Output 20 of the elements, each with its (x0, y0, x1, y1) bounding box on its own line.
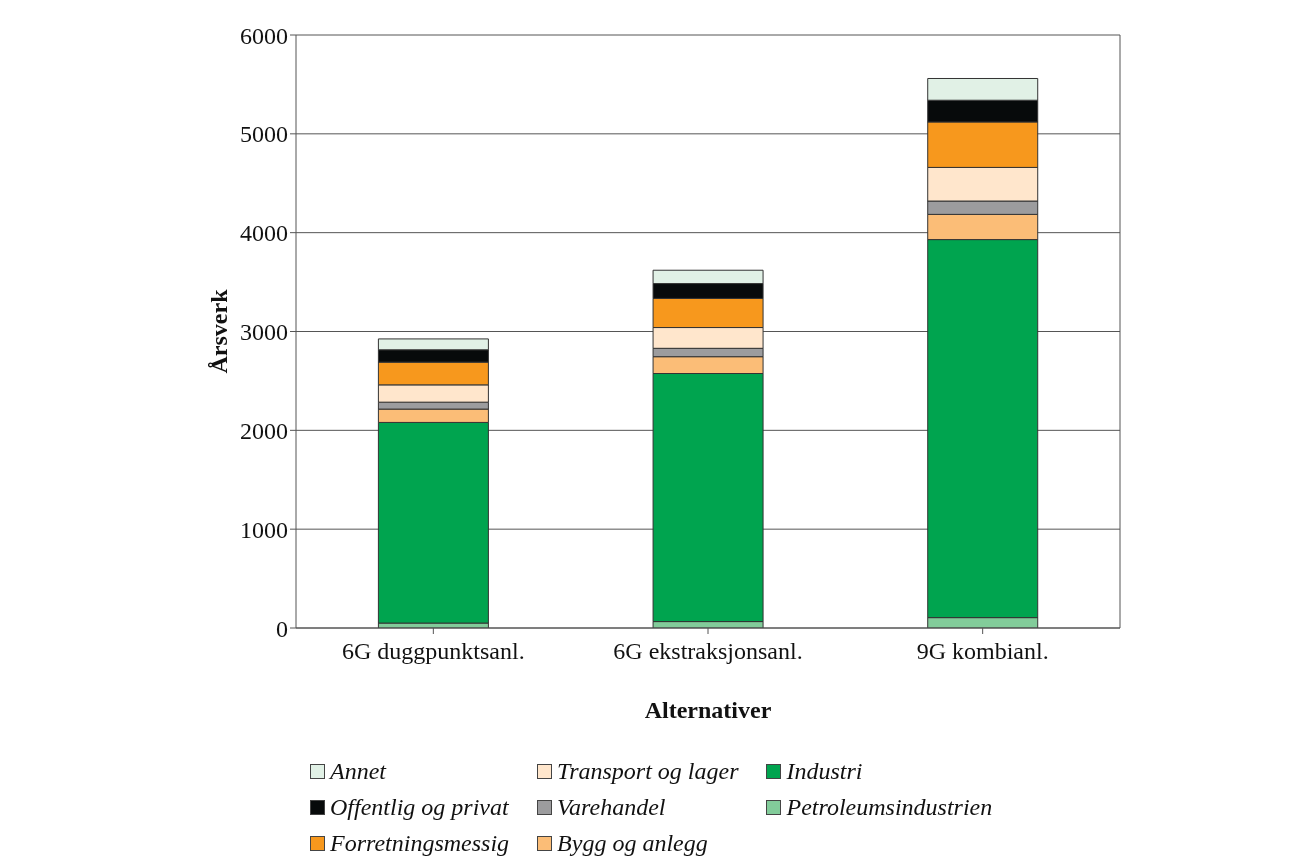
y-tick-label: 0 (276, 615, 288, 642)
x-tick-label: 6G ekstraksjonsanl. (613, 638, 803, 665)
y-tick-label: 1000 (240, 516, 288, 543)
x-axis-title: Alternativer (644, 697, 772, 723)
legend-label: Varehandel (557, 793, 666, 821)
x-tick-label: 9G kombianl. (916, 638, 1049, 665)
legend-label: Forretningsmessig (330, 829, 510, 857)
y-tick-label: 3000 (240, 319, 288, 346)
y-tick-label: 4000 (240, 220, 288, 247)
y-axis-title: Årsverk (205, 288, 232, 374)
y-tick-label: 2000 (240, 417, 288, 444)
x-tick-label: 6G duggpunktsanl. (342, 638, 525, 665)
y-tick-label: 5000 (240, 121, 288, 148)
legend-label: Transport og lager (557, 757, 739, 785)
legend-label: Annet (330, 757, 386, 785)
legend-label: Industri (786, 757, 863, 785)
y-tick-label: 6000 (240, 22, 288, 49)
legend-label: Petroleumsindustrien (786, 793, 993, 821)
legend-label: Bygg og anlegg (557, 829, 708, 857)
legend-label: Offentlig og privat (330, 793, 509, 821)
